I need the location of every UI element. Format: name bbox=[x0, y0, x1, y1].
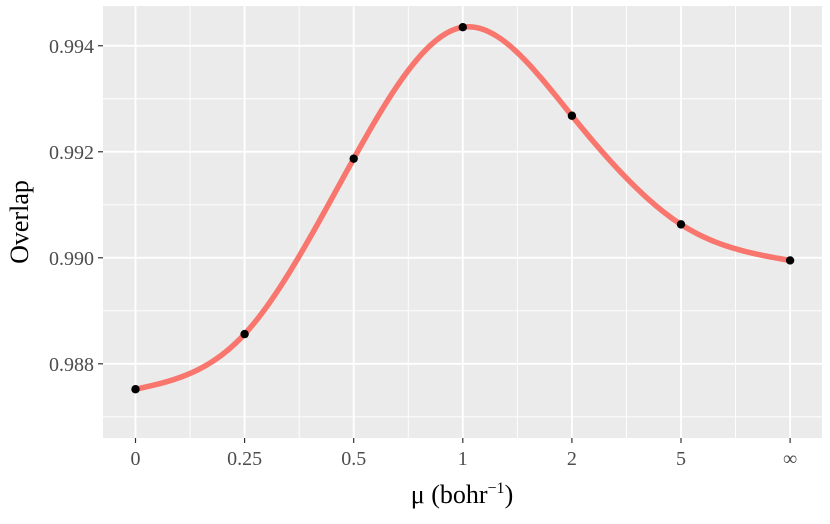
y-tick-label: 0.994 bbox=[49, 36, 94, 58]
y-tick-label: 0.988 bbox=[49, 354, 94, 376]
x-tick-labels: 0 0.25 0.5 1 2 5 ∞ bbox=[131, 448, 798, 470]
x-tick-label: 0.5 bbox=[341, 448, 366, 470]
axis-ticks bbox=[98, 45, 791, 443]
major-gridlines bbox=[103, 6, 822, 438]
data-point bbox=[131, 385, 140, 394]
y-tick-labels: 0.988 0.990 0.992 0.994 bbox=[49, 36, 94, 376]
x-tick-label: 1 bbox=[458, 448, 468, 470]
y-axis-title: Overlap bbox=[5, 180, 34, 264]
y-tick-label: 0.992 bbox=[49, 142, 94, 164]
data-point bbox=[567, 111, 577, 120]
x-axis-title-close: ) bbox=[505, 480, 514, 509]
x-tick-label: 0.25 bbox=[227, 448, 262, 470]
data-point bbox=[785, 256, 795, 265]
data-point bbox=[349, 154, 358, 163]
x-tick-label: ∞ bbox=[783, 448, 797, 470]
x-axis-title: μ (bohr−1) bbox=[411, 480, 513, 509]
x-tick-label: 2 bbox=[567, 448, 577, 470]
points-layer bbox=[131, 23, 795, 394]
x-tick-label: 5 bbox=[676, 448, 686, 470]
x-axis-title-main: μ (bohr bbox=[411, 480, 488, 509]
data-point bbox=[676, 220, 686, 229]
x-tick-label: 0 bbox=[131, 448, 141, 470]
data-point bbox=[458, 23, 467, 32]
x-axis-title-superscript: −1 bbox=[488, 480, 505, 497]
data-point bbox=[240, 329, 249, 339]
y-tick-label: 0.990 bbox=[49, 248, 94, 270]
